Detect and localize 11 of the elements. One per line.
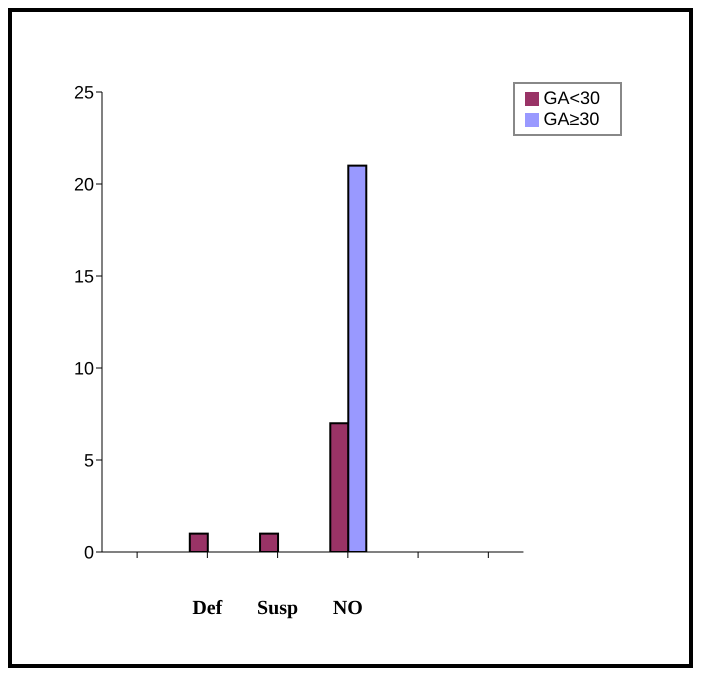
y-tick-label: 5 [84, 450, 94, 470]
y-tick-label: 10 [74, 358, 94, 378]
y-tick-label: 20 [74, 174, 94, 194]
y-tick-label: 25 [74, 82, 94, 102]
legend-label: GA<30 [543, 88, 600, 108]
legend-label: GA≥30 [543, 109, 600, 129]
x-tick-label: Def [192, 597, 223, 620]
x-tick-label: NO [332, 597, 363, 620]
y-tick-label: 15 [74, 266, 94, 286]
y-tick-label: 0 [84, 542, 94, 562]
x-tick-label: Susp [257, 597, 298, 620]
